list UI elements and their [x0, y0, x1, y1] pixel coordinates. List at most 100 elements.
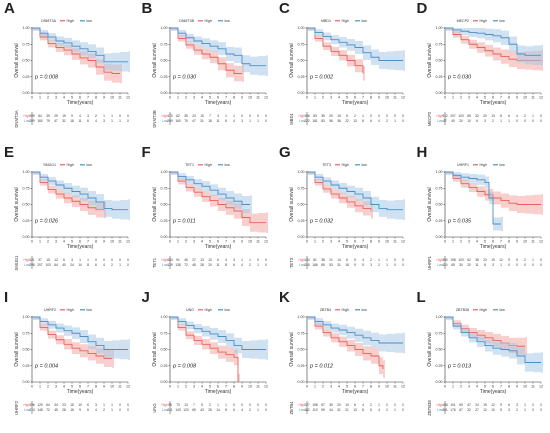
- x-tick-label: 6: [217, 96, 219, 100]
- ci-band-low: [169, 172, 252, 214]
- risk-cell: 39: [46, 114, 50, 118]
- risk-cell: 72: [46, 408, 50, 412]
- x-tick-label: 12: [264, 240, 268, 244]
- legend-entry: High: [67, 163, 74, 167]
- risk-cell: 0: [402, 114, 404, 118]
- x-tick-label: 0: [169, 240, 171, 244]
- legend-title: MBD1: [321, 19, 331, 23]
- risk-cell: 0: [386, 114, 388, 118]
- panel-label: B: [141, 0, 153, 17]
- risk-cell: 37: [38, 258, 42, 262]
- x-axis-label: Time(years): [67, 244, 94, 250]
- legend-entry: low: [224, 308, 230, 312]
- risk-cell: 0: [540, 263, 542, 267]
- survival-curve-low: [32, 171, 128, 211]
- risk-cell: 28: [200, 263, 204, 267]
- risk-table-gene: DNMT3B: [152, 110, 157, 127]
- risk-cell: 12: [499, 258, 503, 262]
- risk-cell: 15: [62, 114, 66, 118]
- risk-cell: 0: [111, 258, 113, 262]
- km-panel: K ZBTB4 High low 0.00 0.25 0.50 0.75 1.00 0 1 2 3 4 5 6…: [275, 289, 412, 433]
- risk-cell: 45: [54, 408, 58, 412]
- y-axis-label: Overall survival: [152, 43, 158, 77]
- risk-cell: 0: [532, 119, 534, 123]
- risk-cell: 3: [241, 119, 243, 123]
- x-tick-label: 5: [346, 240, 348, 244]
- y-axis-label: Overall survival: [152, 188, 158, 222]
- x-axis-label: Time(years): [204, 244, 231, 250]
- x-tick-label: 7: [87, 384, 89, 388]
- x-tick-label: 9: [103, 240, 105, 244]
- ci-band-low: [32, 172, 130, 221]
- x-tick-label: 4: [338, 240, 340, 244]
- risk-cell: 0: [532, 408, 534, 412]
- risk-cell: 0: [516, 119, 518, 123]
- x-tick-label: 9: [241, 384, 243, 388]
- risk-cell: 1: [225, 114, 227, 118]
- risk-cell: 120: [183, 408, 189, 412]
- x-tick-label: 10: [523, 384, 527, 388]
- x-tick-label: 4: [338, 384, 340, 388]
- x-tick-label: 2: [47, 240, 49, 244]
- risk-cell: 0: [257, 403, 259, 407]
- risk-row-label: High: [298, 258, 305, 262]
- p-value: p = 0.008: [34, 75, 59, 81]
- x-tick-label: 6: [492, 240, 494, 244]
- x-tick-label: 12: [264, 96, 268, 100]
- risk-cell: 47: [192, 119, 196, 123]
- risk-cell: 198: [450, 258, 456, 262]
- y-tick-label: 0.50: [435, 347, 442, 351]
- x-tick-label: 6: [79, 240, 81, 244]
- risk-cell: 27: [475, 408, 479, 412]
- risk-cell: 64: [54, 263, 58, 267]
- risk-cell: 43: [200, 408, 204, 412]
- y-tick-label: 1.00: [160, 26, 167, 30]
- risk-cell: 9: [79, 408, 81, 412]
- risk-cell: 8: [87, 263, 89, 267]
- x-tick-label: 4: [476, 384, 478, 388]
- x-tick-label: 4: [201, 96, 203, 100]
- x-tick-label: 10: [385, 240, 389, 244]
- x-tick-label: 0: [31, 96, 33, 100]
- risk-cell: 1: [524, 403, 526, 407]
- y-tick-label: 0.25: [298, 219, 305, 223]
- risk-cell: 0: [103, 258, 105, 262]
- survival-curve-low: [32, 27, 128, 63]
- risk-cell: 44: [329, 408, 333, 412]
- x-tick-label: 7: [225, 96, 227, 100]
- risk-cell: 28: [62, 408, 66, 412]
- panel-label: K: [279, 288, 290, 306]
- x-tick-label: 4: [338, 96, 340, 100]
- risk-cell: 6: [87, 403, 89, 407]
- x-tick-label: 6: [79, 96, 81, 100]
- ci-band-high: [32, 172, 106, 219]
- y-tick-label: 0.00: [23, 91, 30, 95]
- risk-cell: 101: [450, 403, 456, 407]
- risk-cell: 2: [209, 403, 211, 407]
- risk-cell: 12: [491, 403, 495, 407]
- p-value: p = 0.012: [309, 363, 333, 369]
- x-axis-label: Time(years): [479, 244, 506, 250]
- panel-label: F: [141, 144, 151, 162]
- x-tick-label: 11: [393, 384, 397, 388]
- risk-cell: 1: [111, 403, 113, 407]
- ci-band-high: [307, 28, 365, 81]
- x-tick-label: 4: [201, 384, 203, 388]
- risk-cell: 1: [257, 263, 259, 267]
- x-tick-label: 1: [39, 384, 41, 388]
- panel-label: D: [416, 0, 428, 17]
- risk-cell: 69: [459, 403, 463, 407]
- risk-cell: 30: [459, 263, 463, 267]
- legend-entry: High: [204, 308, 211, 312]
- x-tick-label: 3: [330, 96, 332, 100]
- ci-band-low: [444, 316, 543, 373]
- x-tick-label: 5: [209, 96, 211, 100]
- x-tick-label: 11: [531, 384, 535, 388]
- risk-cell: 48: [192, 263, 196, 267]
- y-tick-label: 0.25: [435, 219, 442, 223]
- panel-label: C: [279, 0, 290, 17]
- risk-row-label: High: [298, 403, 305, 407]
- x-tick-label: 7: [500, 384, 502, 388]
- x-tick-label: 4: [476, 96, 478, 100]
- risk-cell: 47: [54, 119, 58, 123]
